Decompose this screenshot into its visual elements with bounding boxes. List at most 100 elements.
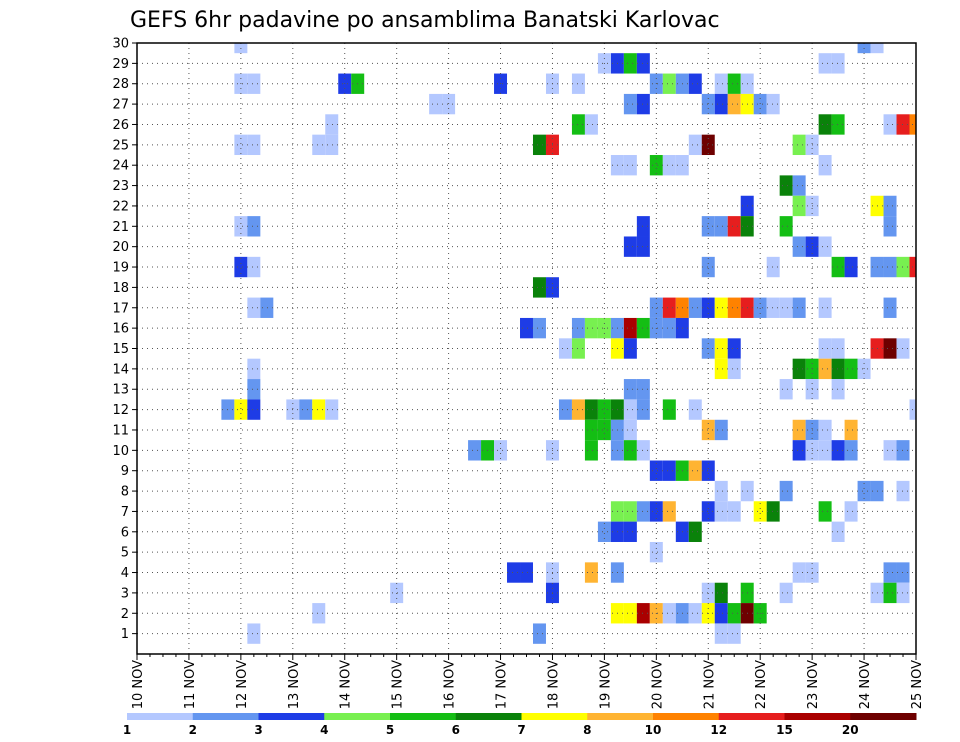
heat-cell xyxy=(312,399,326,420)
colorbar-label: 6 xyxy=(452,723,460,737)
heat-cell xyxy=(688,134,702,156)
heat-cell xyxy=(312,134,326,156)
y-tick-label: 17 xyxy=(112,301,129,316)
heat-cell xyxy=(571,338,585,359)
heat-cell xyxy=(312,603,326,624)
heat-cell xyxy=(779,216,793,237)
x-tick-label: 20 NOV xyxy=(650,660,665,709)
y-tick-label: 7 xyxy=(121,505,129,520)
y-tick-label: 10 xyxy=(112,444,129,459)
x-tick-label: 24 NOV xyxy=(858,660,873,709)
heat-cell xyxy=(896,256,910,278)
colorbar-swatch xyxy=(127,713,194,720)
heat-cell xyxy=(896,480,910,502)
colorbar-label: 4 xyxy=(320,723,328,737)
heat-cell xyxy=(896,562,910,583)
heat-cell xyxy=(701,256,715,278)
x-tick-label: 15 NOV xyxy=(391,660,406,709)
heat-cell xyxy=(818,114,832,135)
heat-cell xyxy=(688,603,702,624)
heat-cell xyxy=(792,419,806,441)
heat-cell xyxy=(727,73,741,94)
heat-cell xyxy=(623,603,637,624)
heat-cell xyxy=(818,53,832,74)
heat-cell xyxy=(883,216,897,237)
heat-cell xyxy=(442,93,456,115)
x-tick-label: 18 NOV xyxy=(546,660,561,709)
heat-cell xyxy=(792,358,806,380)
x-tick-label: 11 NOV xyxy=(183,660,198,709)
heat-cell xyxy=(727,623,741,644)
heat-cell xyxy=(662,501,676,522)
heat-cell xyxy=(597,399,611,420)
heat-cell xyxy=(584,399,598,420)
heat-cell xyxy=(662,297,676,318)
heat-cell xyxy=(792,195,806,217)
x-axis: 10 NOV 11 NOV 12 NOV 13 NOV 14 NOV 15 NOV 16 N… xyxy=(131,654,925,709)
colorbar-swatch xyxy=(653,713,720,720)
heat-cell xyxy=(623,399,637,420)
heat-cell xyxy=(883,338,897,359)
heat-cell xyxy=(636,440,650,461)
heat-cell xyxy=(714,216,728,237)
heat-cell xyxy=(636,317,650,339)
colorbar-label: 12 xyxy=(710,723,727,737)
x-tick-label: 22 NOV xyxy=(754,660,769,709)
y-tick-label: 5 xyxy=(121,546,129,561)
y-tick-label: 12 xyxy=(112,403,129,418)
colorbar-swatch xyxy=(850,713,917,720)
heat-cell xyxy=(636,379,650,400)
x-tick-label: 23 NOV xyxy=(806,660,821,709)
colorbar-label: 5 xyxy=(386,723,394,737)
heat-cell xyxy=(234,256,248,278)
heat-cell xyxy=(623,338,637,359)
colorbar-swatch xyxy=(784,713,851,720)
heat-cell xyxy=(883,114,897,135)
heat-cell xyxy=(247,297,261,318)
heat-cell xyxy=(701,297,715,318)
heat-cell xyxy=(753,297,767,318)
heat-cell xyxy=(883,582,897,604)
heat-cell xyxy=(623,155,637,176)
colorbar-legend: 1 2 3 4 5 6 7 8 10 12 15 20 xyxy=(123,713,917,737)
heat-cell xyxy=(636,93,650,115)
heat-cell xyxy=(818,338,832,359)
heat-cell xyxy=(818,501,832,522)
heat-cell xyxy=(701,216,715,237)
heat-cell xyxy=(247,379,261,400)
heat-cell xyxy=(701,501,715,522)
heat-cell xyxy=(714,501,728,522)
heat-cell xyxy=(766,256,780,278)
heat-cell xyxy=(896,582,910,604)
heat-cell xyxy=(766,501,780,522)
heat-cell xyxy=(714,623,728,644)
heat-cell xyxy=(883,256,897,278)
heat-cell xyxy=(688,460,702,481)
heat-cell xyxy=(532,317,546,339)
y-tick-label: 20 xyxy=(112,240,129,255)
heat-cell xyxy=(623,440,637,461)
heat-cell xyxy=(831,521,845,542)
heat-cell xyxy=(727,297,741,318)
heat-cell xyxy=(831,53,845,74)
heat-cell xyxy=(247,399,261,420)
heat-cell xyxy=(766,297,780,318)
heat-cell xyxy=(792,297,806,318)
heat-cell xyxy=(701,460,715,481)
y-tick-label: 11 xyxy=(112,423,129,438)
heat-cell xyxy=(623,501,637,522)
heat-cell xyxy=(727,216,741,237)
heat-cell xyxy=(507,562,520,583)
heat-cell xyxy=(701,582,715,604)
colorbar-label: 15 xyxy=(776,723,793,737)
heat-cell xyxy=(247,623,261,644)
heat-cell xyxy=(714,73,728,94)
heat-cell xyxy=(649,297,663,318)
y-tick-label: 2 xyxy=(121,607,129,622)
heat-cell xyxy=(831,358,845,380)
heat-cell xyxy=(532,134,546,156)
heat-cell xyxy=(429,93,443,115)
y-tick-label: 28 xyxy=(112,77,129,92)
heat-cell xyxy=(818,236,832,257)
y-tick-label: 4 xyxy=(121,566,129,581)
